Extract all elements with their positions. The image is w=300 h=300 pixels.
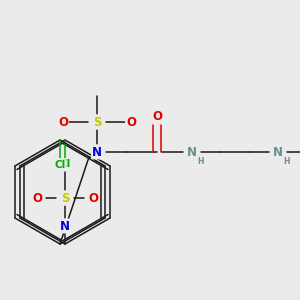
Text: N: N [92, 146, 102, 158]
Text: N: N [60, 220, 70, 232]
Text: Cl: Cl [54, 160, 66, 170]
Text: O: O [152, 110, 162, 124]
Text: H: H [197, 158, 203, 166]
Text: O: O [126, 116, 136, 128]
Text: O: O [88, 191, 98, 205]
Text: O: O [32, 191, 42, 205]
Text: S: S [93, 116, 101, 128]
Text: N: N [273, 146, 283, 158]
Text: S: S [61, 191, 69, 205]
Text: N: N [187, 146, 197, 158]
Text: O: O [58, 116, 68, 128]
Text: H: H [283, 158, 289, 166]
Text: Cl: Cl [59, 159, 70, 169]
